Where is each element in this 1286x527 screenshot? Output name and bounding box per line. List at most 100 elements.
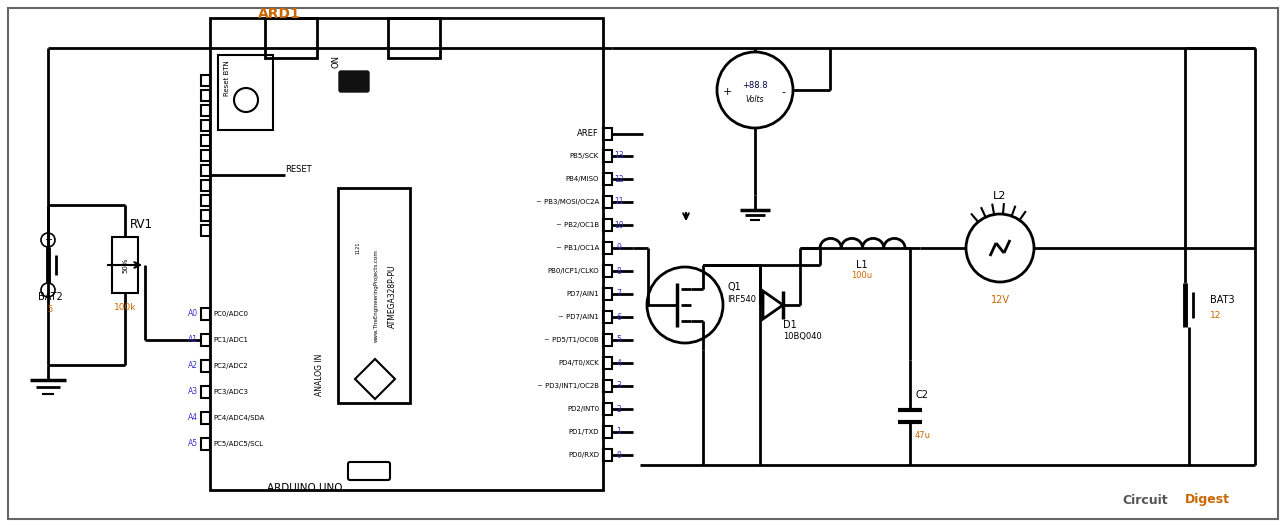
Bar [603, 128, 612, 140]
Text: BAT2: BAT2 [37, 292, 63, 302]
Text: 2: 2 [616, 405, 621, 414]
Text: PC5/ADC5/SCL: PC5/ADC5/SCL [213, 441, 264, 447]
Text: Circuit: Circuit [1123, 493, 1168, 506]
Bar [603, 357, 612, 369]
Text: 100k: 100k [113, 302, 136, 311]
Text: 11: 11 [615, 198, 624, 207]
Text: www.TheEngineeringProjects.com: www.TheEngineeringProjects.com [373, 250, 378, 343]
Bar [603, 150, 612, 162]
Text: PC4/ADC4/SDA: PC4/ADC4/SDA [213, 415, 265, 421]
Bar [265, 18, 318, 58]
Text: PC3/ADC3: PC3/ADC3 [213, 389, 248, 395]
Text: PB4/MISO: PB4/MISO [566, 176, 599, 182]
Bar [603, 173, 612, 185]
Bar [603, 311, 612, 323]
Text: 1121: 1121 [355, 242, 360, 254]
Text: IRF540: IRF540 [727, 295, 756, 304]
Bar [603, 380, 612, 392]
Text: 13: 13 [615, 151, 624, 161]
Text: L2: L2 [993, 191, 1007, 201]
Text: 0: 0 [616, 451, 621, 460]
Text: ANALOG IN: ANALOG IN [315, 354, 324, 396]
FancyBboxPatch shape [340, 71, 369, 92]
Text: +: + [44, 235, 51, 245]
Bar [603, 196, 612, 208]
Text: ~ PB2/OC1B: ~ PB2/OC1B [556, 222, 599, 228]
Bar [201, 386, 210, 398]
Text: 12: 12 [1210, 310, 1222, 319]
Text: RESET: RESET [285, 165, 311, 174]
Text: PC1/ADC1: PC1/ADC1 [213, 337, 248, 343]
Text: +: + [723, 87, 732, 97]
Bar [603, 334, 612, 346]
Bar [603, 288, 612, 300]
Text: A5: A5 [188, 440, 198, 448]
Bar [338, 188, 410, 403]
Text: ~ PD7/AIN1: ~ PD7/AIN1 [558, 314, 599, 320]
Text: 8: 8 [616, 267, 621, 276]
Text: Volts: Volts [746, 94, 764, 103]
Bar [210, 18, 603, 490]
Bar [603, 449, 612, 461]
Bar [201, 225, 210, 236]
Bar [201, 105, 210, 116]
Text: BAT3: BAT3 [1210, 295, 1235, 305]
Text: 12V: 12V [990, 295, 1010, 305]
Text: L1: L1 [856, 260, 868, 270]
Text: 6: 6 [616, 313, 621, 321]
Bar [388, 18, 440, 58]
Text: PD7/AIN1: PD7/AIN1 [566, 291, 599, 297]
Text: ~ PD3/INT1/OC2B: ~ PD3/INT1/OC2B [538, 383, 599, 389]
Text: ~ PD5/T1/OC0B: ~ PD5/T1/OC0B [544, 337, 599, 343]
Bar [201, 120, 210, 131]
Text: 10BQ040: 10BQ040 [783, 331, 822, 340]
Text: 47u: 47u [916, 431, 931, 440]
Text: A3: A3 [188, 387, 198, 396]
Text: 7: 7 [616, 289, 621, 298]
Text: 50%: 50% [122, 257, 129, 273]
Text: A2: A2 [188, 362, 198, 370]
Bar [112, 237, 138, 293]
Text: 100u: 100u [851, 271, 873, 280]
Text: -: - [46, 285, 50, 295]
Bar [201, 412, 210, 424]
Text: PD2/INT0: PD2/INT0 [567, 406, 599, 412]
Text: D1: D1 [783, 320, 797, 330]
Text: PD4/T0/XCK: PD4/T0/XCK [558, 360, 599, 366]
Text: 1: 1 [616, 427, 621, 436]
Text: 4: 4 [616, 358, 621, 367]
Bar [603, 403, 612, 415]
Text: 9: 9 [616, 243, 621, 252]
Text: ATMEGA328P-PU: ATMEGA328P-PU [387, 264, 396, 328]
Text: PC2/ADC2: PC2/ADC2 [213, 363, 248, 369]
Text: PD0/RXD: PD0/RXD [568, 452, 599, 458]
Bar [201, 195, 210, 206]
Bar [603, 265, 612, 277]
Bar [201, 180, 210, 191]
Bar [201, 90, 210, 101]
Text: +88.8: +88.8 [742, 82, 768, 91]
Bar [201, 360, 210, 372]
Text: Reset BTN: Reset BTN [224, 60, 230, 96]
Text: PB0/ICP1/CLKO: PB0/ICP1/CLKO [548, 268, 599, 274]
Text: Q1: Q1 [727, 282, 741, 292]
Text: AREF: AREF [577, 130, 599, 139]
Text: Digest: Digest [1184, 493, 1229, 506]
Bar [201, 210, 210, 221]
Text: ON: ON [332, 55, 341, 69]
Text: ~ PB3/MOSI/OC2A: ~ PB3/MOSI/OC2A [536, 199, 599, 205]
Text: A1: A1 [188, 336, 198, 345]
Bar [219, 55, 273, 130]
Text: 5: 5 [48, 305, 53, 314]
Bar [201, 135, 210, 146]
Bar [201, 150, 210, 161]
Text: ~ PB1/OC1A: ~ PB1/OC1A [556, 245, 599, 251]
Bar [201, 334, 210, 346]
Text: PC0/ADC0: PC0/ADC0 [213, 311, 248, 317]
Bar [201, 438, 210, 450]
Text: -: - [781, 87, 784, 97]
Bar [201, 165, 210, 176]
FancyBboxPatch shape [349, 462, 390, 480]
Bar [201, 308, 210, 320]
Text: 12: 12 [615, 174, 624, 183]
